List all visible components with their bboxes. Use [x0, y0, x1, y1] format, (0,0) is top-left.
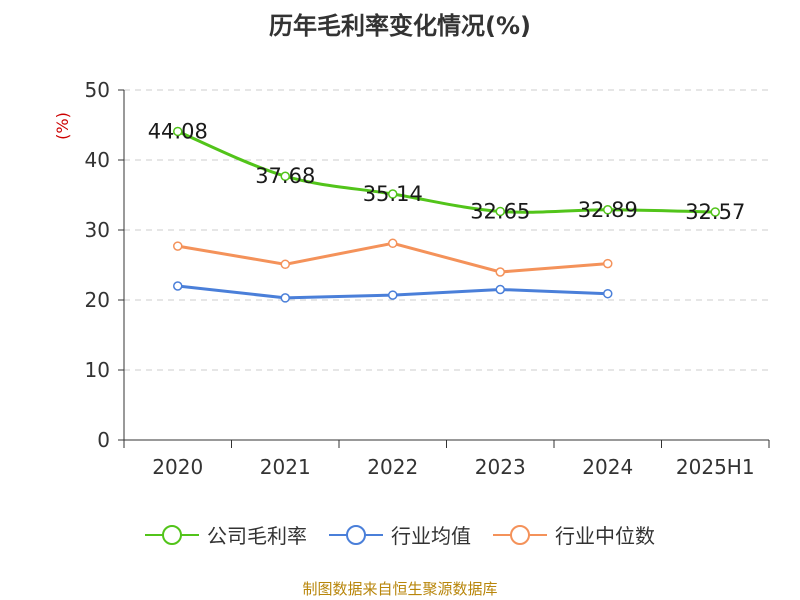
- legend-label: 行业中位数: [555, 524, 655, 548]
- legend-label: 行业均值: [391, 524, 471, 548]
- data-label: 32.57: [685, 200, 745, 224]
- x-tick-label: 2024: [582, 455, 633, 479]
- data-label: 35.14: [363, 182, 423, 206]
- legend-item[interactable]: 行业中位数: [493, 520, 655, 549]
- data-point: [173, 281, 183, 291]
- data-label: 37.68: [255, 164, 315, 188]
- legend-circle: [162, 524, 182, 545]
- grid-layer: [124, 89, 769, 371]
- y-axis-label: (%): [53, 112, 72, 140]
- data-label: 32.65: [470, 199, 530, 223]
- x-tick-label: 2021: [260, 455, 311, 479]
- data-point: [603, 288, 613, 299]
- series-2: [173, 238, 613, 277]
- legend-marker-icon: [493, 524, 547, 545]
- data-point: [603, 205, 613, 215]
- x-tick-label: 2023: [475, 455, 526, 479]
- legend: 公司毛利率 行业均值 行业中位数: [0, 520, 800, 549]
- data-point: [495, 267, 505, 277]
- data-point: [388, 189, 398, 199]
- legend-item[interactable]: 公司毛利率: [145, 520, 307, 549]
- series-layer: [173, 126, 720, 303]
- source-footer: 制图数据来自恒生聚源数据库: [302, 580, 498, 598]
- x-tick-label: 2020: [152, 455, 203, 479]
- data-point: [280, 171, 290, 181]
- x-tick-label: 2022: [367, 455, 418, 479]
- legend-label: 公司毛利率: [207, 524, 307, 548]
- data-point: [495, 284, 505, 295]
- data-point: [173, 126, 183, 137]
- y-tick-label: 10: [85, 358, 110, 382]
- series-0: [173, 126, 720, 217]
- y-tick-label: 50: [85, 78, 110, 102]
- label-layer: 44.08 37.68 35.14 32.65 32.89 32.57: [148, 119, 746, 224]
- data-point: [388, 290, 398, 300]
- data-point: [173, 241, 183, 251]
- legend-marker-icon: [145, 524, 199, 545]
- data-point: [603, 258, 613, 269]
- y-tick-label: 20: [85, 288, 110, 312]
- x-tick-label: 2025H1: [676, 455, 755, 479]
- legend-circle: [510, 524, 530, 545]
- axis-layer: 0 10 20 30 40 50 (%) 2020 2021 2022 2023 2024 2025H1: [53, 78, 770, 479]
- data-label: 44.08: [148, 119, 208, 143]
- data-point: [280, 259, 290, 270]
- chart-title: 历年毛利率变化情况(%): [269, 12, 531, 40]
- y-tick-label: 0: [97, 428, 110, 452]
- legend-item[interactable]: 行业均值: [329, 520, 471, 549]
- data-point: [495, 206, 505, 217]
- data-point: [280, 293, 290, 303]
- data-point: [710, 207, 720, 217]
- data-label: 32.89: [578, 198, 638, 222]
- series-line: [177, 130, 716, 214]
- legend-circle: [346, 524, 366, 545]
- y-tick-label: 30: [85, 218, 110, 242]
- legend-marker-icon: [329, 524, 383, 545]
- series-1: [173, 281, 613, 303]
- data-point: [388, 238, 398, 249]
- y-tick-label: 40: [85, 148, 110, 172]
